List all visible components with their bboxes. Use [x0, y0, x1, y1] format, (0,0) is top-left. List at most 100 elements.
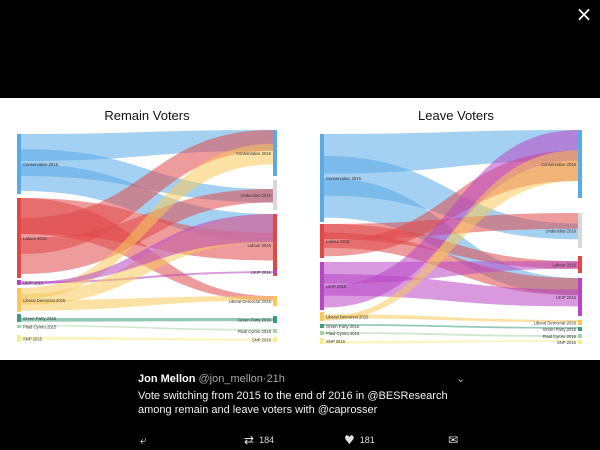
left-node-label: Liberal Democrat 2015 [326, 315, 369, 320]
left-node-label: SNP 2015 [326, 339, 346, 344]
retweet-icon: ⇄ [244, 433, 255, 447]
like-count: 181 [359, 435, 375, 445]
author-name[interactable]: Jon Mellon [138, 373, 196, 385]
tweet-text-part: Vote switching from 2015 to the end of 2… [138, 390, 368, 402]
tweet-actions: ⤶ ⇄ 184 ♥ 181 ✉ [0, 432, 600, 448]
left-node [320, 134, 324, 222]
tweet-time[interactable]: 21h [266, 373, 285, 385]
left-node [17, 198, 21, 278]
flow-band [21, 336, 273, 341]
left-node [17, 335, 21, 342]
right-node-label: Undecided 2016 [545, 229, 576, 234]
right-node [578, 278, 582, 316]
right-node-label: UKIP 2016 [251, 270, 272, 275]
right-node [273, 214, 277, 276]
left-node-label: Plaid Cymru 2015 [326, 331, 360, 336]
right-node [273, 180, 277, 210]
left-node [320, 262, 324, 310]
right-node-label: SNP 2016 [557, 340, 577, 345]
direct-message-button[interactable]: ✉ [448, 432, 463, 448]
right-node-label: Labour 2016 [552, 263, 576, 268]
right-node-label: Liberal Democrat 2016 [229, 299, 272, 304]
sankey-panel: Leave Voters Conservative 2015 Labour 2015… [320, 108, 582, 345]
left-node [320, 324, 324, 328]
right-node-label: Plaid Cymru 2016 [543, 334, 577, 339]
envelope-icon: ✉ [448, 433, 459, 447]
left-node [320, 224, 324, 258]
right-node [578, 334, 582, 338]
right-node [273, 316, 277, 323]
left-node-label: Conservative 2015 [326, 176, 362, 181]
left-node-label: Plaid Cymru 2015 [23, 325, 57, 330]
left-node-label: Conservative 2015 [23, 162, 59, 167]
right-node-label: Green Party 2016 [238, 318, 272, 323]
tweet: Jon Mellon @jon_mellon·21h ⌄ Vote switch… [138, 372, 468, 417]
heart-icon: ♥ [344, 433, 355, 447]
left-node-label: Green Party 2015 [326, 324, 360, 329]
tweet-text-part: among remain and leave voters with [138, 404, 318, 416]
left-node [320, 331, 324, 335]
left-node [17, 280, 21, 285]
flow-band [324, 130, 578, 174]
flow-band [21, 318, 273, 322]
right-node-label: UKIP 2016 [556, 295, 577, 300]
flow-band [324, 261, 578, 284]
sankey-panel: Remain Voters Conservative 2015 Labour 201… [17, 108, 277, 343]
right-node-label: Plaid Cymru 2016 [238, 329, 272, 334]
chart-title: Remain Voters [104, 108, 190, 123]
right-node [273, 337, 277, 342]
retweet-button[interactable]: ⇄ 184 [244, 432, 274, 448]
left-node-label: Liberal Democrat 2015 [23, 298, 66, 303]
mention-besresearch[interactable]: @BESResearch [367, 390, 448, 402]
flow-band [21, 325, 273, 331]
author-handle[interactable]: @jon_mellon [198, 373, 263, 385]
left-node [17, 325, 21, 328]
right-node-label: Conservative 2016 [541, 162, 577, 167]
left-node [17, 288, 21, 312]
chevron-down-icon[interactable]: ⌄ [456, 372, 466, 385]
flow-band [21, 296, 273, 311]
flow-band [324, 340, 578, 344]
right-node-label: Green Party 2016 [543, 327, 577, 332]
flow-band [324, 332, 578, 337]
left-node [17, 134, 21, 194]
separator-dot: · [262, 373, 267, 385]
flow-band [324, 314, 578, 323]
tweet-text: Vote switching from 2015 to the end of 2… [138, 389, 468, 417]
reply-button[interactable]: ⤶ [140, 432, 152, 448]
mention-caprosser[interactable]: @caprosser [317, 404, 378, 416]
left-node [320, 312, 324, 321]
left-node [17, 314, 21, 322]
tweet-image[interactable]: Remain Voters Conservative 2015 Labour 201… [0, 98, 600, 360]
right-node [578, 130, 582, 198]
flow-band [21, 143, 273, 299]
right-node-label: SNP 2016 [252, 338, 272, 343]
right-node [273, 329, 277, 333]
close-icon[interactable]: × [575, 2, 593, 26]
left-node [320, 338, 324, 344]
left-node-label: UKIP 2015 [23, 281, 44, 286]
left-node-label: UKIP 2015 [326, 284, 347, 289]
right-node-label: Liberal Democrat 2016 [534, 321, 577, 326]
like-button[interactable]: ♥ 181 [344, 432, 375, 448]
right-node [273, 270, 277, 274]
right-node [578, 256, 582, 273]
right-node [578, 213, 582, 248]
right-node-label: Conservative 2016 [236, 151, 272, 156]
right-node-label: Undecided 2016 [240, 193, 271, 198]
chart-title: Leave Voters [418, 108, 494, 123]
right-node [578, 320, 582, 325]
flow-band [21, 214, 273, 285]
reply-icon: ⤶ [140, 432, 147, 447]
left-node-label: Labour 2015 [326, 239, 350, 244]
flow-band [324, 150, 578, 321]
sankey-charts: Remain Voters Conservative 2015 Labour 201… [17, 108, 582, 345]
right-node [578, 327, 582, 331]
flow-band [324, 324, 578, 329]
left-node-label: Labour 2015 [23, 236, 47, 241]
right-node [273, 130, 277, 176]
right-node [273, 296, 277, 306]
left-node-label: Green Party 2015 [23, 316, 57, 321]
right-node-label: Labour 2016 [247, 243, 271, 248]
retweet-count: 184 [259, 435, 275, 445]
